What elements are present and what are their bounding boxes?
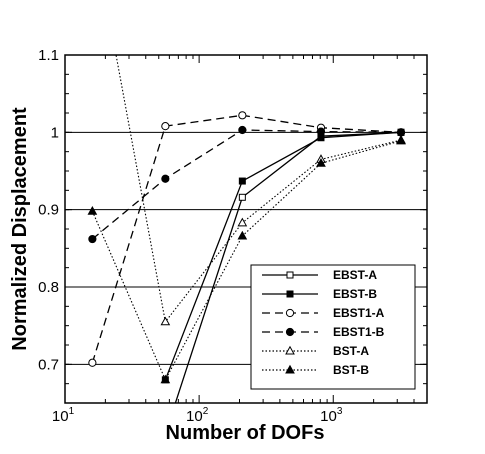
data-point: [87, 205, 98, 215]
y-axis-label: Normalized Displacement: [9, 107, 31, 351]
data-point: [160, 374, 171, 384]
series-layer: [87, 55, 406, 403]
series-bst-b: [87, 135, 406, 384]
legend-item: EBST1-B: [262, 325, 385, 339]
x-axis-ticks: 101 102 103: [52, 55, 428, 425]
legend-item: EBST-B: [262, 287, 377, 301]
data-point: [316, 127, 326, 136]
legend-label: EBST1-A: [333, 306, 385, 320]
data-point: [238, 193, 246, 201]
x-tick-label: 102: [186, 406, 209, 425]
data-point: [285, 364, 295, 374]
data-point: [316, 158, 326, 167]
legend-label: EBST-B: [333, 287, 377, 301]
data-point: [161, 122, 170, 131]
legend: EBST-A EBST-B EBST1-A EBST1-B BST-A BST-B: [250, 264, 416, 390]
series-line: [91, 129, 402, 240]
y-tick-label: 1: [51, 124, 59, 141]
y-tick-label: 1.1: [38, 47, 59, 64]
data-point: [396, 135, 406, 145]
legend-label: BST-A: [333, 344, 369, 358]
y-tick-label: 0.9: [38, 202, 59, 219]
legend-label: BST-B: [333, 363, 369, 377]
x-axis-label: Number of DOFs: [166, 422, 325, 444]
data-point: [285, 308, 295, 318]
data-point: [286, 271, 294, 279]
data-point: [237, 230, 248, 240]
legend-label: EBST-A: [333, 268, 377, 282]
x-tick-label: 101: [52, 406, 75, 425]
data-point: [88, 358, 97, 367]
series-line: [174, 131, 402, 403]
legend-item: BST-A: [262, 344, 369, 358]
legend-item: BST-B: [262, 363, 369, 377]
data-point: [237, 217, 248, 227]
data-point: [88, 234, 97, 244]
y-axis-ticks: 0.7 0.8 0.9 1 1.1: [38, 47, 427, 404]
y-tick-label: 0.8: [38, 279, 59, 296]
y-tick-label: 0.7: [38, 356, 59, 373]
legend-item: EBST-A: [262, 268, 377, 282]
data-point: [160, 316, 171, 326]
legend-item: EBST1-A: [262, 306, 385, 320]
data-point: [238, 125, 247, 135]
x-tick-label: 103: [320, 406, 343, 425]
data-point: [161, 174, 170, 183]
legend-box: [250, 264, 416, 390]
legend-label: EBST1-B: [333, 325, 385, 339]
data-point: [238, 111, 247, 120]
data-point: [285, 345, 295, 355]
data-point: [286, 290, 294, 298]
data-point: [238, 177, 246, 185]
series-line: [164, 131, 402, 381]
data-point: [285, 327, 295, 337]
series-ebst1-b: [88, 125, 406, 244]
